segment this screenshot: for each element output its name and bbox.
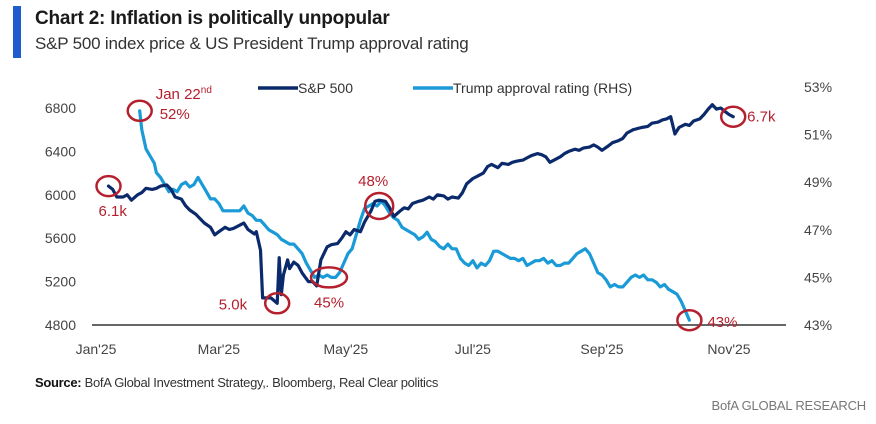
y-right-tick-label: 51% [804, 127, 832, 143]
annotation-label: 6.1k [98, 203, 127, 220]
x-tick-label: Jan'25 [76, 341, 117, 357]
annotation-circle [95, 174, 122, 198]
y-right-tick-label: 49% [804, 174, 832, 190]
chart-subtitle: S&P 500 index price & US President Trump… [35, 34, 469, 53]
brand-label: BofA GLOBAL RESEARCH [711, 398, 867, 413]
series-line-sp500 [106, 103, 735, 305]
source-label: Source: [35, 375, 82, 390]
annotation-label: Jan 22nd [156, 85, 212, 103]
legend: S&P 500 Trump approval rating (RHS) [258, 80, 632, 96]
source-text: BofA Global Investment Strategy,. Bloomb… [81, 375, 439, 390]
y-left-tick-label: 6400 [45, 143, 76, 159]
x-tick-label: May'25 [324, 341, 369, 357]
title-accent-bar [13, 6, 21, 58]
annotation-label: 5.0k [219, 296, 248, 313]
annotation-circle [309, 266, 349, 289]
x-tick-label: Sep'25 [580, 341, 623, 357]
y-right-tick-label: 45% [804, 269, 832, 285]
series-group [106, 103, 735, 322]
y-left-tick-label: 5600 [45, 230, 76, 246]
x-tick-label: Mar'25 [198, 341, 241, 357]
y-left-tick-label: 5200 [45, 274, 76, 290]
annotation-circle [676, 308, 703, 332]
x-tick-label: Nov'25 [707, 341, 750, 357]
y-left-tick-label: 4800 [45, 317, 76, 333]
y-left-tick-label: 6800 [45, 100, 76, 116]
chart-title: Chart 2: Inflation is politically unpopu… [35, 8, 390, 29]
y-right-tick-label: 53% [804, 79, 832, 95]
series-line-approval [138, 109, 692, 322]
annotation-value-label: 52% [160, 106, 190, 123]
annotation-label: 43% [707, 314, 737, 331]
annotation-circle [363, 191, 395, 221]
legend-label-sp500: S&P 500 [298, 80, 353, 96]
annotation-circle [719, 105, 747, 128]
axes: 4800 5200 5600 6000 6400 6800 43% 45% 47% 49% 51% 5… [45, 79, 832, 357]
y-left-tick-label: 6000 [45, 187, 76, 203]
annotations-group: Jan 22nd 52% 6.1k 5.0k 45% 48% 6.7k 43% [95, 85, 776, 332]
annotation-label: 6.7k [747, 109, 776, 126]
annotation-circle [126, 99, 153, 123]
y-right-tick-label: 47% [804, 222, 832, 238]
x-tick-label: Jul'25 [455, 341, 491, 357]
annotation-label: 45% [314, 294, 344, 311]
legend-label-approval: Trump approval rating (RHS) [453, 80, 632, 96]
source-note: Source: BofA Global Investment Strategy,… [35, 375, 438, 390]
annotation-circle [263, 292, 291, 315]
y-right-tick-label: 43% [804, 317, 832, 333]
annotation-label: 48% [358, 173, 388, 190]
